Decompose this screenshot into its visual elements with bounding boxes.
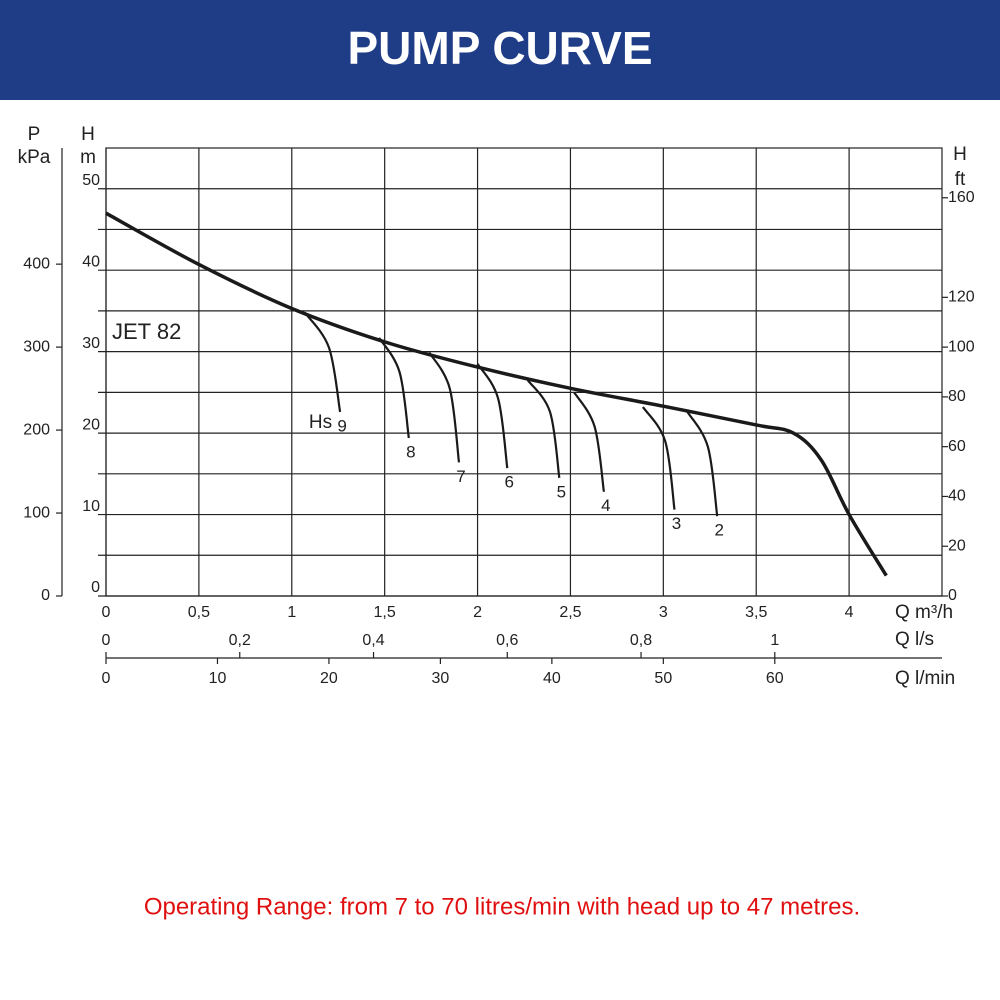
series-label: 9 [337, 416, 346, 435]
y3-tick-label: 40 [948, 488, 966, 505]
x-tick-label: 2 [473, 604, 482, 621]
y2-tick-label: 100 [23, 504, 50, 521]
curve [526, 379, 561, 479]
x-tick-label: 0 [102, 604, 111, 621]
x-tick-label: 2,5 [559, 604, 581, 621]
series-label: 3 [672, 514, 681, 533]
y-label: H [81, 124, 95, 145]
x3-label: Q l/min [895, 668, 955, 689]
plot-frame [105, 147, 943, 597]
x2-tick-label: 0,4 [362, 632, 384, 649]
x2-tick-label: 0,6 [496, 632, 518, 649]
curve [641, 406, 676, 510]
x3-tick-label: 30 [432, 670, 450, 687]
y-label: m [80, 147, 96, 168]
y2-label: P [28, 124, 41, 145]
y2-tick-label: 300 [23, 338, 50, 355]
series-label: 7 [456, 467, 465, 486]
x2-tick-label: 0 [102, 632, 111, 649]
y3-label: H [953, 144, 967, 165]
series-label: 6 [505, 473, 514, 492]
y2-tick-label: 200 [23, 421, 50, 438]
y2-label: kPa [18, 147, 51, 168]
curve [686, 411, 719, 517]
curve [476, 363, 509, 469]
y2-tick-label: 0 [41, 587, 50, 604]
y-tick-label: 20 [82, 416, 100, 433]
x-tick-label: 3 [659, 604, 668, 621]
y3-label: ft [955, 169, 966, 190]
hs-label: Hs [309, 412, 332, 433]
curve [105, 211, 888, 577]
series-label: 8 [406, 442, 415, 461]
x3-tick-label: 0 [102, 670, 111, 687]
x3-tick-label: 10 [209, 670, 227, 687]
chart-title: PUMP CURVE [347, 22, 652, 74]
series-label: 5 [557, 482, 566, 501]
y3-tick-label: 80 [948, 388, 966, 405]
series-label: 4 [601, 496, 610, 515]
x-tick-label: 1,5 [374, 604, 396, 621]
x-label: Q m³/h [895, 602, 953, 623]
x3-tick-label: 60 [766, 670, 784, 687]
y-tick-label: 40 [82, 253, 100, 270]
y-tick-label: 30 [82, 335, 100, 352]
x-tick-label: 4 [845, 604, 854, 621]
x-tick-label: 3,5 [745, 604, 767, 621]
x-tick-label: 0,5 [188, 604, 210, 621]
x3-tick-label: 40 [543, 670, 561, 687]
x-tick-label: 1 [287, 604, 296, 621]
curve [378, 337, 410, 439]
x2-tick-label: 0,2 [229, 632, 251, 649]
curve [303, 311, 342, 413]
y3-tick-label: 160 [948, 189, 975, 206]
x3-tick-label: 20 [320, 670, 338, 687]
x2-tick-label: 0,8 [630, 632, 652, 649]
x2-tick-label: 1 [770, 632, 779, 649]
header-band [0, 0, 1000, 100]
y-tick-label: 0 [91, 579, 100, 596]
y-tick-label: 10 [82, 498, 100, 515]
y-tick-label: 50 [82, 172, 100, 189]
x2-label: Q l/s [895, 629, 934, 650]
x3-tick-label: 50 [654, 670, 672, 687]
y3-tick-label: 20 [948, 537, 966, 554]
y3-tick-label: 100 [948, 338, 975, 355]
y3-tick-label: 0 [948, 587, 957, 604]
y2-tick-label: 400 [23, 255, 50, 272]
curve [573, 391, 605, 492]
y3-tick-label: 120 [948, 289, 975, 306]
caption: Operating Range: from 7 to 70 litres/min… [144, 893, 860, 920]
series-label: 2 [714, 521, 723, 540]
curve [428, 351, 461, 463]
y3-tick-label: 60 [948, 438, 966, 455]
series-label: JET 82 [112, 319, 181, 344]
